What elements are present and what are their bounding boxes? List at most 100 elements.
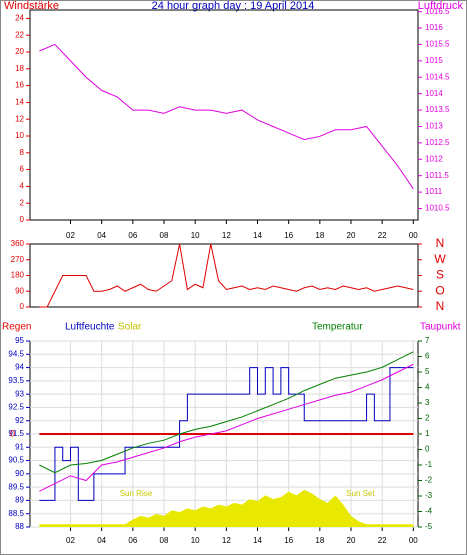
y-tick-label: 93.5 bbox=[8, 376, 24, 385]
y-tick-label: 10 bbox=[15, 131, 24, 140]
annotation: Sun Set bbox=[346, 489, 375, 498]
x-tick-label: 00 bbox=[409, 536, 418, 545]
x-tick-label: 12 bbox=[222, 536, 231, 545]
y-tick-label: 24 bbox=[15, 14, 24, 23]
y-tick-label: 270 bbox=[11, 255, 25, 264]
x-tick-label: 18 bbox=[315, 231, 324, 240]
y-tick-label: 4 bbox=[425, 383, 430, 392]
y-tick-label: 91.5 bbox=[8, 429, 24, 438]
line bbox=[39, 367, 414, 501]
y-axis-label: Windstärke bbox=[4, 0, 59, 12]
y-tick-label: 1013.5 bbox=[425, 105, 450, 114]
y-tick-label: W bbox=[434, 252, 446, 266]
y-tick-label: 2 bbox=[20, 198, 25, 207]
y-tick-label: 95 bbox=[15, 336, 24, 345]
x-tick-label: 16 bbox=[284, 536, 293, 545]
legend-label: Solar bbox=[118, 322, 142, 333]
x-tick-label: 10 bbox=[191, 536, 200, 545]
x-tick-label: 12 bbox=[222, 231, 231, 240]
chart-title: 24 hour graph day : 19 April 2014 bbox=[152, 0, 315, 12]
y-tick-label: 20 bbox=[15, 47, 24, 56]
y-tick-label: -1 bbox=[425, 460, 433, 469]
x-tick-label: 04 bbox=[97, 231, 106, 240]
y-tick-label: 1011 bbox=[425, 187, 443, 196]
y-tick-label: 92.5 bbox=[8, 403, 24, 412]
x-tick-label: 00 bbox=[409, 231, 418, 240]
x-tick-label: 06 bbox=[128, 536, 137, 545]
y-tick-label: 6 bbox=[425, 352, 430, 361]
x-tick-label: 14 bbox=[253, 231, 262, 240]
y-tick-label: 0 bbox=[20, 215, 25, 224]
y-tick-label: 12 bbox=[15, 114, 24, 123]
y-tick-label: 89.5 bbox=[8, 482, 24, 491]
line bbox=[39, 363, 414, 492]
y-tick-label: 94.5 bbox=[8, 349, 24, 358]
line bbox=[39, 351, 414, 474]
y-tick-label: 1014.5 bbox=[425, 72, 450, 81]
y-tick-label: 91 bbox=[15, 442, 24, 451]
y-tick-label: 1015 bbox=[425, 56, 443, 65]
y2-axis-label: Luftdruck bbox=[418, 0, 464, 12]
y-tick-label: 14 bbox=[15, 98, 24, 107]
y-tick-label: 16 bbox=[15, 81, 24, 90]
y-tick-label: 8 bbox=[20, 148, 25, 157]
y-tick-label: -4 bbox=[425, 507, 433, 516]
y-tick-label: 1012 bbox=[425, 154, 443, 163]
y-tick-label: 90 bbox=[15, 469, 24, 478]
y-tick-label: 4 bbox=[20, 182, 25, 191]
x-tick-label: 02 bbox=[66, 231, 75, 240]
y-tick-label: 90 bbox=[15, 286, 24, 295]
y-tick-label: 94 bbox=[15, 363, 24, 372]
y-tick-label: 0 bbox=[20, 302, 25, 311]
y-tick-label: 92 bbox=[15, 416, 24, 425]
x-tick-label: 22 bbox=[378, 536, 387, 545]
y-tick-label: N bbox=[436, 299, 445, 313]
y-tick-label: 6 bbox=[20, 165, 25, 174]
y-tick-label: 3 bbox=[425, 398, 430, 407]
x-tick-label: 10 bbox=[191, 231, 200, 240]
y-tick-label: 1010.5 bbox=[425, 204, 450, 213]
y-tick-label: -5 bbox=[425, 522, 433, 531]
y-tick-label: 1014 bbox=[425, 89, 443, 98]
x-tick-label: 22 bbox=[378, 231, 387, 240]
y-tick-label: 180 bbox=[11, 271, 25, 280]
y-tick-label: 7 bbox=[425, 336, 430, 345]
y-tick-label: 22 bbox=[15, 30, 24, 39]
area bbox=[39, 489, 414, 527]
x-tick-label: 14 bbox=[253, 536, 262, 545]
y-tick-label: S bbox=[436, 268, 444, 282]
y-tick-label: 90.5 bbox=[8, 456, 24, 465]
legend-label: Temperatur bbox=[312, 322, 363, 333]
y-tick-label: 1 bbox=[425, 429, 430, 438]
y-tick-label: 5 bbox=[425, 367, 430, 376]
y-tick-label: 1012.5 bbox=[425, 138, 450, 147]
x-tick-label: 18 bbox=[315, 536, 324, 545]
x-tick-label: 02 bbox=[66, 536, 75, 545]
y-tick-label: 1016.5 bbox=[425, 7, 450, 16]
legend-label: Regen bbox=[2, 322, 31, 333]
x-tick-label: 16 bbox=[284, 231, 293, 240]
x-tick-label: 20 bbox=[347, 231, 356, 240]
plot-frame bbox=[29, 9, 419, 221]
y-tick-label: N bbox=[436, 236, 445, 250]
y-tick-label: -2 bbox=[425, 476, 433, 485]
y-tick-label: 360 bbox=[11, 239, 25, 248]
x-tick-label: 06 bbox=[128, 231, 137, 240]
x-tick-label: 04 bbox=[97, 536, 106, 545]
annotation: Sun Rise bbox=[120, 489, 153, 498]
rain-tick-label: 0 bbox=[10, 428, 15, 438]
legend-label: Taupunkt bbox=[420, 322, 461, 333]
y-tick-label: -3 bbox=[425, 491, 433, 500]
y-tick-label: O bbox=[435, 283, 444, 297]
legend-label: Luftfeuchte bbox=[65, 322, 115, 333]
y-tick-label: 93 bbox=[15, 389, 24, 398]
x-tick-label: 08 bbox=[160, 231, 169, 240]
y-tick-label: 88 bbox=[15, 522, 24, 531]
y-tick-label: 1015.5 bbox=[425, 40, 450, 49]
y-tick-label: 89 bbox=[15, 496, 24, 505]
x-tick-label: 20 bbox=[347, 536, 356, 545]
y-tick-label: 2 bbox=[425, 414, 430, 423]
y-tick-label: 1016 bbox=[425, 23, 443, 32]
y-tick-label: 18 bbox=[15, 64, 24, 73]
